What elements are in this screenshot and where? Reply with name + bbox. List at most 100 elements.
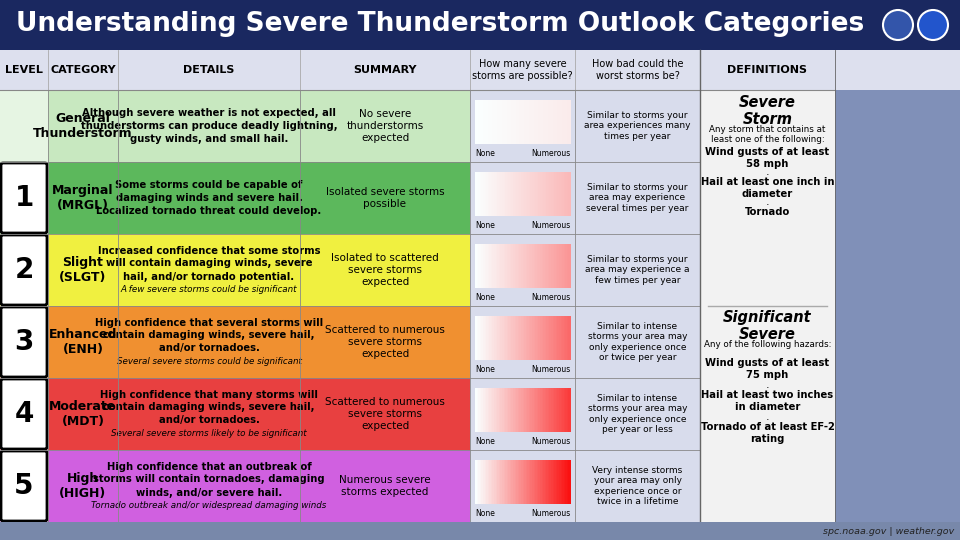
Text: A few severe storms could be significant: A few severe storms could be significant <box>121 285 298 294</box>
Bar <box>512 100 514 144</box>
Bar <box>510 316 512 360</box>
Bar <box>531 244 533 288</box>
Bar <box>475 316 477 360</box>
Text: Although severe weather is not expected, all: Although severe weather is not expected,… <box>82 108 336 118</box>
Bar <box>480 100 482 144</box>
Text: Any of the following hazards:: Any of the following hazards: <box>704 340 831 349</box>
Bar <box>537 316 539 360</box>
Bar <box>544 460 547 504</box>
Bar <box>527 460 529 504</box>
Text: None: None <box>475 437 494 446</box>
Bar <box>512 244 514 288</box>
Bar <box>537 460 539 504</box>
Bar <box>529 316 531 360</box>
Bar <box>486 100 489 144</box>
Text: 2: 2 <box>14 256 34 284</box>
Bar <box>551 172 553 216</box>
Bar <box>529 100 531 144</box>
Bar <box>549 100 551 144</box>
Bar <box>568 388 570 432</box>
Bar <box>529 244 531 288</box>
Bar <box>524 100 526 144</box>
Bar <box>500 172 502 216</box>
Bar <box>483 100 485 144</box>
Text: storms will contain tornadoes, damaging: storms will contain tornadoes, damaging <box>93 475 324 484</box>
Bar <box>561 460 563 504</box>
Bar <box>486 460 489 504</box>
FancyBboxPatch shape <box>1 163 47 233</box>
Bar <box>537 244 539 288</box>
Bar <box>565 388 567 432</box>
Bar <box>512 172 514 216</box>
Bar <box>497 172 499 216</box>
Bar <box>551 460 553 504</box>
Bar <box>551 244 553 288</box>
Bar <box>535 244 538 288</box>
Bar <box>492 388 494 432</box>
Bar <box>500 316 502 360</box>
Bar <box>517 100 519 144</box>
Text: Marginal
(MRGL): Marginal (MRGL) <box>52 184 113 212</box>
Bar <box>556 460 558 504</box>
Bar <box>563 460 564 504</box>
Bar <box>300 306 470 378</box>
Text: None: None <box>475 509 494 518</box>
Bar <box>478 244 480 288</box>
Bar <box>700 50 835 90</box>
Text: Numerous: Numerous <box>531 437 570 446</box>
Bar <box>558 316 560 360</box>
Text: thunderstorms can produce deadly lightning,: thunderstorms can produce deadly lightni… <box>81 121 337 131</box>
Bar <box>565 244 567 288</box>
Bar <box>490 172 492 216</box>
Text: No severe
thunderstorms
expected: No severe thunderstorms expected <box>347 110 423 143</box>
Bar <box>483 244 485 288</box>
Bar <box>488 172 490 216</box>
Bar <box>503 100 506 144</box>
Bar <box>559 172 561 216</box>
Text: Slight
(SLGT): Slight (SLGT) <box>60 256 107 284</box>
Text: and/or tornadoes.: and/or tornadoes. <box>158 343 259 354</box>
Bar <box>566 244 569 288</box>
Bar <box>481 244 484 288</box>
Bar <box>575 162 700 234</box>
Bar <box>512 460 514 504</box>
Bar <box>564 388 565 432</box>
Text: damaging winds and severe hail.: damaging winds and severe hail. <box>115 193 302 203</box>
Bar <box>554 460 556 504</box>
Bar <box>534 172 536 216</box>
Text: None: None <box>475 221 494 230</box>
Bar <box>527 316 529 360</box>
Text: Scattered to numerous
severe storms
expected: Scattered to numerous severe storms expe… <box>325 397 444 430</box>
Bar <box>508 244 511 288</box>
Bar <box>519 172 521 216</box>
Bar <box>502 316 504 360</box>
Bar <box>540 316 542 360</box>
Text: Isolated to scattered
severe storms
expected: Isolated to scattered severe storms expe… <box>331 253 439 287</box>
Bar <box>516 316 518 360</box>
Bar <box>549 388 551 432</box>
Bar <box>548 388 550 432</box>
Bar <box>541 244 543 288</box>
Bar <box>535 460 538 504</box>
Bar <box>513 100 516 144</box>
Bar <box>490 388 492 432</box>
Bar <box>300 90 470 162</box>
Bar <box>531 172 533 216</box>
Bar <box>491 388 492 432</box>
Bar <box>476 460 479 504</box>
Bar <box>516 244 518 288</box>
Bar <box>524 388 526 432</box>
FancyBboxPatch shape <box>1 235 47 305</box>
Bar <box>497 316 499 360</box>
Bar <box>475 172 477 216</box>
Bar <box>48 162 118 234</box>
Bar <box>566 316 569 360</box>
Bar <box>513 316 516 360</box>
Bar <box>470 306 575 378</box>
Bar <box>508 388 511 432</box>
Bar <box>481 388 484 432</box>
Bar <box>534 244 536 288</box>
Bar <box>492 460 494 504</box>
Bar <box>491 244 492 288</box>
Bar <box>565 316 567 360</box>
